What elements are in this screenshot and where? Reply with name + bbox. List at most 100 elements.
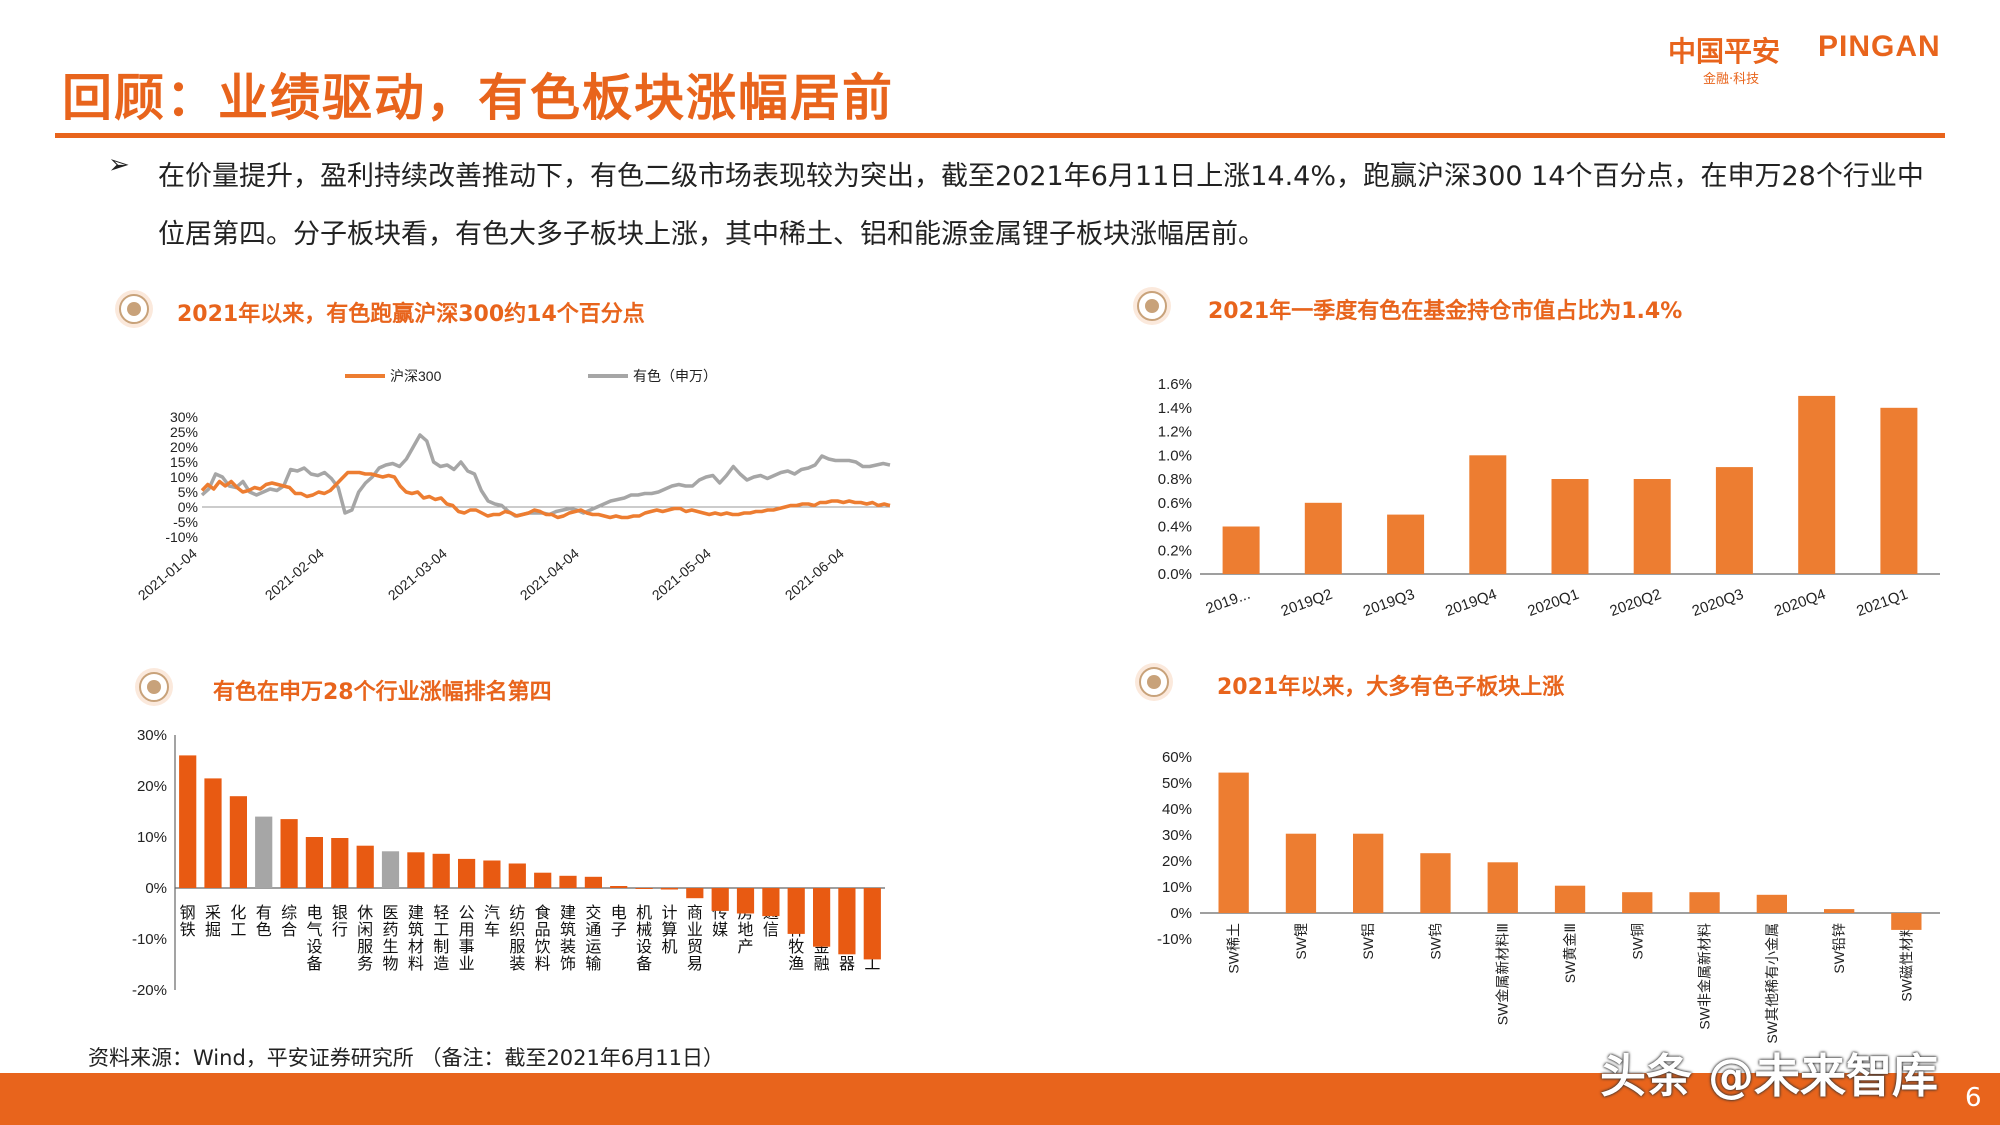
bar: [1715, 467, 1753, 574]
y-tick-label: 1.4%: [1158, 400, 1192, 417]
x-tick-label: 2021-06-04: [782, 545, 847, 603]
y-tick-label: 30%: [137, 727, 167, 744]
y-tick-label: 10%: [137, 829, 167, 846]
bar: [1304, 502, 1342, 575]
bar: [1756, 894, 1787, 913]
y-tick-label: 0.0%: [1158, 566, 1192, 583]
chart-legend: 沪深300 有色（申万）: [345, 368, 717, 384]
x-tick-label: SW铜: [1629, 923, 1645, 960]
y-tick-label: 50%: [1162, 775, 1192, 792]
x-tick-label: SW铝: [1360, 923, 1376, 960]
y-tick-label: 0%: [178, 499, 198, 515]
x-tick-label: 银行: [332, 904, 348, 939]
x-tick-label: 2021-03-04: [385, 545, 450, 603]
x-tick-label: 化工: [230, 904, 246, 939]
section-title-1: 2021年以来，有色跑赢沪深300约14个百分点: [177, 302, 645, 327]
section-title-4: 2021年以来，大多有色子板块上涨: [1217, 675, 1565, 700]
bar: [458, 858, 476, 888]
bar: [1633, 479, 1671, 574]
x-tick-label: 2020Q4: [1772, 586, 1828, 620]
y-tick-label: -10%: [132, 931, 167, 948]
bar: [508, 863, 526, 888]
bar: [1222, 526, 1260, 574]
x-tick-label: 建筑材料: [408, 904, 424, 973]
bar: [711, 888, 729, 911]
chart-axes: 60% 50% 40% 30% 20% 10% 0% -10% SW稀土 SW锂 SW铝 SW钨 SW金…: [1157, 749, 1940, 1044]
bar: [1218, 772, 1249, 913]
x-tick-label: 2021-01-04: [135, 545, 200, 603]
legend-label: 有色（申万）: [633, 368, 717, 384]
title-divider: [55, 133, 1945, 138]
page-number: 6: [1965, 1083, 1982, 1113]
x-tick-label: SW非金属新材料: [1697, 923, 1713, 1030]
bar: [1387, 514, 1425, 574]
x-tick-label: 综合: [281, 904, 297, 939]
x-tick-label: 纺织服装: [509, 904, 525, 973]
bar: [204, 778, 222, 888]
bar: [331, 838, 349, 888]
bar: [432, 853, 450, 888]
source-note: 资料来源：Wind，平安证券研究所 （备注：截至2021年6月11日）: [88, 1046, 724, 1070]
x-tick-label: 公用事业: [459, 905, 475, 973]
bar: [610, 886, 628, 888]
x-tick-label: 电子: [611, 904, 627, 939]
y-tick-label: 0.2%: [1158, 542, 1192, 559]
series-line: [200, 470, 891, 520]
section-title-3: 有色在申万28个行业涨幅排名第四: [213, 680, 552, 705]
y-tick-label: 20%: [170, 439, 198, 455]
y-tick-label: 1.6%: [1158, 376, 1192, 393]
y-tick-label: 25%: [170, 424, 198, 440]
x-tick-label: SW稀土: [1226, 923, 1242, 974]
x-tick-label: 医药生物: [383, 905, 399, 973]
bar: [686, 888, 704, 899]
bar: [559, 875, 577, 888]
logo: 中国平安 PINGAN 金融·科技: [1668, 30, 1978, 90]
bar: [483, 860, 501, 888]
section-title-2: 2021年一季度有色在基金持仓市值占比为1.4%: [1208, 299, 1683, 324]
y-tick-label: -10%: [1157, 931, 1192, 948]
bar: [1353, 833, 1384, 913]
bar: [255, 816, 273, 888]
bar: [736, 888, 755, 914]
bar: [407, 852, 425, 888]
x-tick-label: 轻工制造: [433, 904, 449, 973]
x-tick-label: 汽车: [484, 904, 500, 939]
target-icon: [1135, 663, 1173, 701]
bar: [1487, 862, 1518, 913]
x-tick-label: 2019Q2: [1279, 586, 1335, 620]
x-tick-label: 采掘: [205, 904, 221, 939]
x-tick-label: 2021Q1: [1854, 586, 1910, 620]
y-tick-label: 15%: [170, 454, 198, 470]
line-chart-hs300-vs-nonferrous: 沪深300 有色（申万） 30%25%20%15%10%5%0%-5%-10%20…: [135, 368, 891, 603]
bar: [762, 888, 780, 917]
bar-chart-industry-ranking: 30% 20% 10% 0% -10% -20% 钢铁采掘化工有色综合电气设备银行休闲服务医…: [132, 727, 885, 999]
bar: [863, 888, 881, 960]
chart-bars: [1218, 772, 1922, 930]
bar: [813, 888, 831, 947]
bar: [838, 888, 856, 955]
bar: [179, 755, 197, 888]
bar: [356, 845, 374, 888]
y-tick-label: -10%: [165, 529, 198, 545]
bar-chart-fund-holdings: 1.6% 1.4% 1.2% 1.0% 0.8% 0.6% 0.4% 0.2% 0.0% 2019…: [1158, 376, 1940, 620]
y-tick-label: 0.8%: [1158, 471, 1192, 488]
x-tick-label: 2020Q3: [1690, 586, 1746, 620]
bar: [787, 888, 805, 934]
y-tick-label: 10%: [1162, 879, 1192, 896]
bar: [660, 888, 678, 890]
summary-paragraph: 在价量提升，盈利持续改善推动下，有色二级市场表现较为突出，截至2021年6月11…: [158, 161, 1924, 250]
bar: [280, 819, 298, 888]
x-tick-label: 2019Q3: [1361, 586, 1417, 620]
x-tick-label: 2021-05-04: [649, 545, 714, 603]
x-tick-label: SW其他稀有小金属: [1764, 923, 1780, 1044]
bar: [1554, 885, 1586, 913]
y-tick-label: -20%: [132, 982, 167, 999]
y-tick-label: 20%: [137, 778, 167, 795]
bar: [534, 872, 552, 888]
x-tick-label: 休闲服务: [357, 904, 373, 973]
bar: [1622, 892, 1653, 913]
bar: [1420, 853, 1451, 913]
y-tick-label: -5%: [173, 514, 198, 530]
bar: [229, 796, 247, 888]
logo-subtitle: 金融·科技: [1703, 72, 1760, 87]
